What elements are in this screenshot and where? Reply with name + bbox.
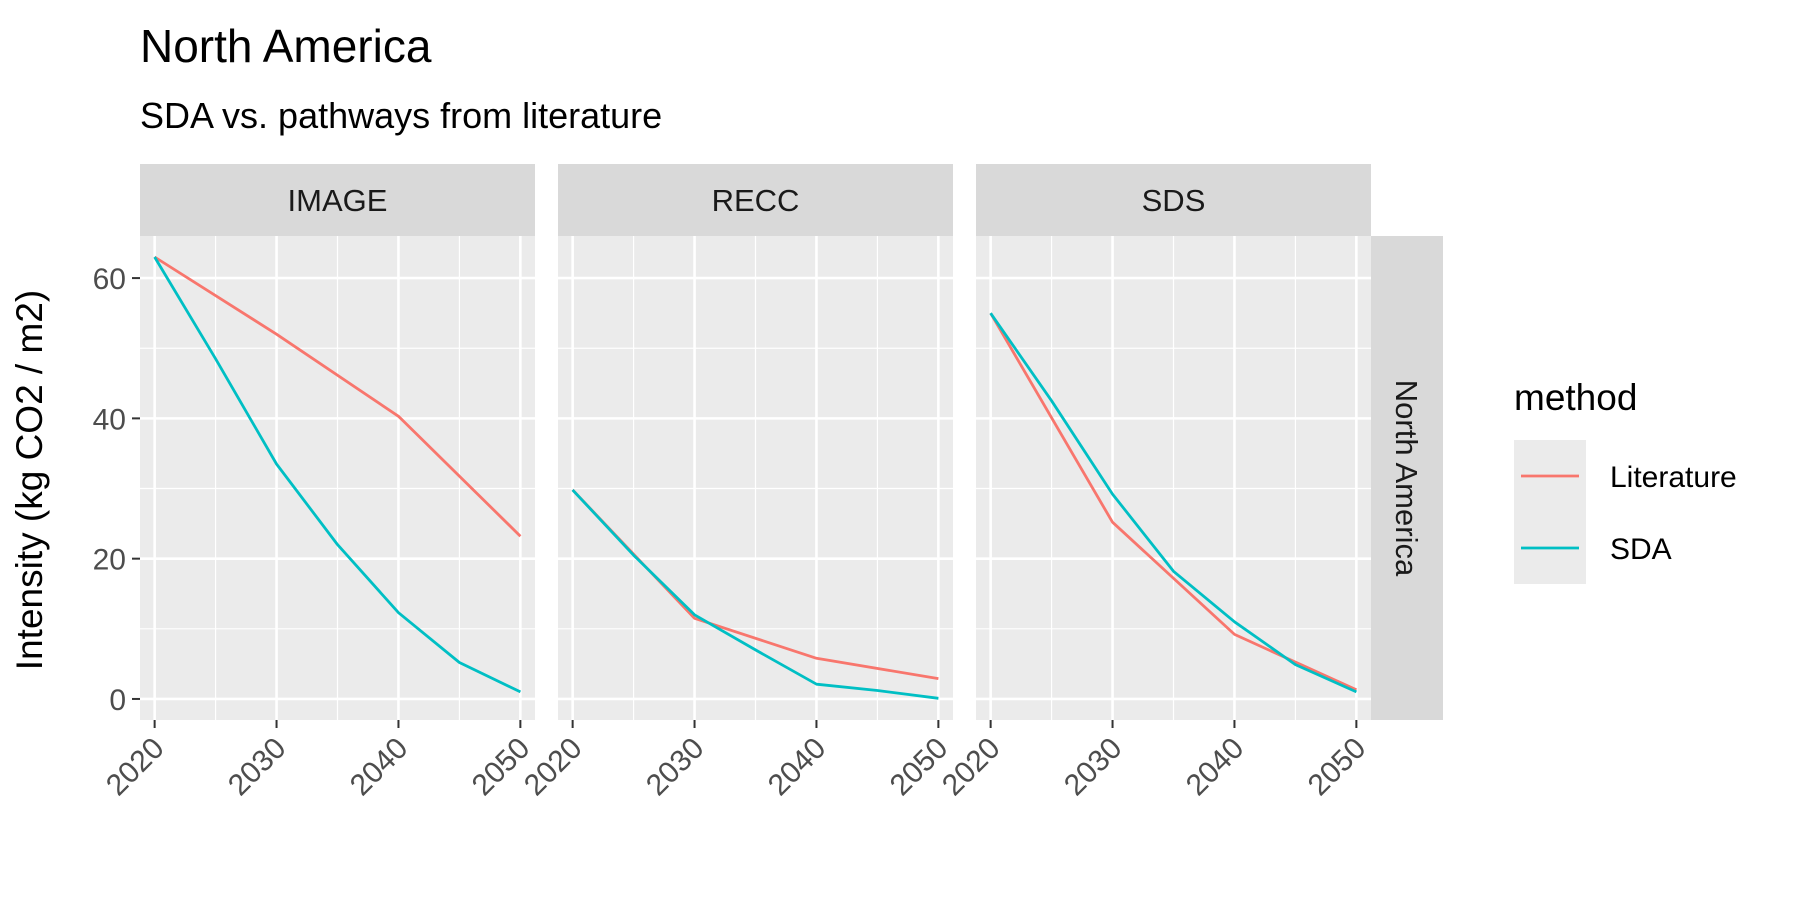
x-tick-label: 2040 [762, 732, 833, 803]
panel-sds: SDS 2020 2030 2040 2050 [936, 164, 1372, 802]
series-line-literature [989, 312, 1357, 692]
chart-title: North America [140, 20, 432, 72]
legend-title: method [1514, 377, 1637, 418]
x-tick-label: 2030 [640, 732, 711, 803]
legend: method Literature SDA [1514, 377, 1737, 584]
y-tick-label: 40 [93, 403, 126, 436]
panel-recc: RECC 2020 2030 2040 2050 [518, 164, 954, 802]
series-line-sda [571, 488, 939, 700]
series-line-sda [989, 312, 1357, 694]
y-axis-label: Intensity (kg CO2 / m2) [9, 290, 50, 670]
legend-label-literature: Literature [1610, 461, 1737, 494]
facet-strip [558, 164, 953, 236]
y-tick-label: 20 [93, 544, 126, 577]
x-tick-label: 2030 [222, 732, 293, 803]
row-strip-label: North America [1389, 380, 1424, 577]
x-tick-label: 2040 [344, 732, 415, 803]
series-line-sda [153, 256, 522, 694]
facet-strip [140, 164, 535, 236]
x-tick-label: 2050 [466, 732, 537, 803]
row-strip-background [1371, 236, 1443, 720]
x-tick-label: 2020 [100, 732, 171, 803]
row-strip: North America [1371, 236, 1443, 720]
facet-strip [976, 164, 1371, 236]
y-axis: 0 20 40 60 [93, 263, 140, 717]
x-tick-label: 2020 [936, 732, 1007, 803]
y-tick-label: 60 [93, 263, 126, 296]
facet-panels: IMAGE 2020 2030 2040 2050 RECC 2020 2030 2040 205… [100, 164, 1372, 802]
y-tick-label: 0 [109, 684, 126, 717]
facet-strip-label: RECC [712, 183, 800, 218]
x-tick-label: 2050 [1302, 732, 1373, 803]
x-tick-label: 2030 [1058, 732, 1129, 803]
chart-subtitle: SDA vs. pathways from literature [140, 95, 662, 136]
legend-label-sda: SDA [1610, 533, 1672, 566]
series-line-literature [153, 255, 522, 538]
x-tick-label: 2050 [884, 732, 955, 803]
panel-image: IMAGE 2020 2030 2040 2050 [100, 164, 536, 802]
x-tick-label: 2040 [1180, 732, 1251, 803]
facet-strip-label: IMAGE [288, 183, 388, 218]
x-tick-label: 2020 [518, 732, 589, 803]
facet-strip-label: SDS [1142, 183, 1206, 218]
